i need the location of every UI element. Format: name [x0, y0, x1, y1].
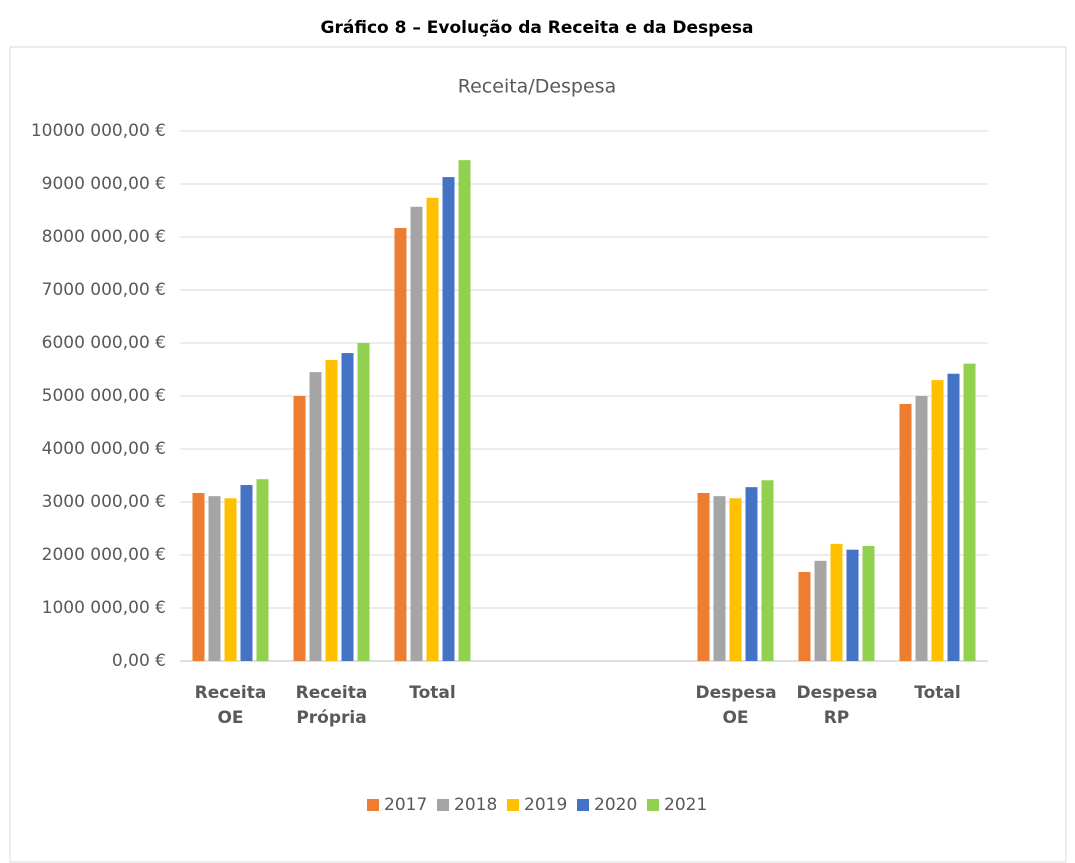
bar — [224, 498, 237, 661]
bar — [947, 373, 960, 661]
legend-label: 2020 — [594, 795, 637, 815]
legend-swatch — [367, 799, 379, 811]
bar — [442, 177, 455, 662]
y-tick-label: 2000 000,00 € — [42, 545, 166, 565]
bar — [293, 396, 306, 661]
bar — [814, 560, 827, 661]
bar — [761, 480, 774, 661]
page-title: Gráfico 8 – Evolução da Receita e da Des… — [321, 18, 754, 38]
y-tick-label: 7000 000,00 € — [42, 280, 166, 300]
bar — [426, 197, 439, 661]
bar — [830, 543, 843, 661]
bar — [394, 227, 407, 662]
legend-label: 2019 — [524, 795, 567, 815]
legend-swatch — [437, 799, 449, 811]
bar — [931, 380, 944, 661]
legend-swatch — [507, 799, 519, 811]
x-tick-label: Receita Própria — [295, 683, 368, 728]
bar — [357, 343, 370, 661]
bar — [410, 206, 423, 662]
bar — [963, 363, 976, 661]
bar — [341, 353, 354, 661]
legend-swatch — [577, 799, 589, 811]
legend-label: 2017 — [384, 795, 427, 815]
x-tick-label: Receita OE — [194, 683, 267, 728]
bar — [862, 545, 875, 661]
bar — [325, 359, 338, 661]
y-tick-label: 1000 000,00 € — [42, 598, 166, 618]
x-tick-label: Total — [409, 683, 456, 703]
legend-label: 2021 — [664, 795, 707, 815]
bar — [915, 396, 928, 661]
bar — [240, 485, 253, 661]
y-tick-label: 6000 000,00 € — [42, 333, 166, 353]
bar — [729, 498, 742, 661]
chart-border — [9, 46, 1067, 863]
bar — [899, 403, 912, 661]
x-tick-label: Despesa OE — [695, 683, 777, 728]
bar — [697, 492, 710, 661]
legend-swatch — [647, 799, 659, 811]
y-tick-label: 3000 000,00 € — [42, 492, 166, 512]
y-tick-label: 4000 000,00 € — [42, 439, 166, 459]
x-tick-label: Despesa RP — [796, 683, 878, 728]
y-tick-label: 0,00 € — [112, 651, 166, 671]
y-tick-label: 10000 000,00 € — [31, 121, 166, 141]
bar — [208, 496, 221, 661]
y-tick-label: 9000 000,00 € — [42, 174, 166, 194]
y-tick-label: 5000 000,00 € — [42, 386, 166, 406]
bar — [256, 479, 269, 661]
bar — [458, 160, 471, 661]
bar — [798, 571, 811, 661]
bar — [192, 492, 205, 661]
bar — [713, 496, 726, 661]
x-tick-label: Total — [914, 683, 961, 703]
bar — [846, 549, 859, 661]
chart-title: Receita/Despesa — [458, 76, 616, 98]
legend-label: 2018 — [454, 795, 497, 815]
y-tick-label: 8000 000,00 € — [42, 227, 166, 247]
bar — [745, 487, 758, 661]
bar — [309, 372, 322, 661]
